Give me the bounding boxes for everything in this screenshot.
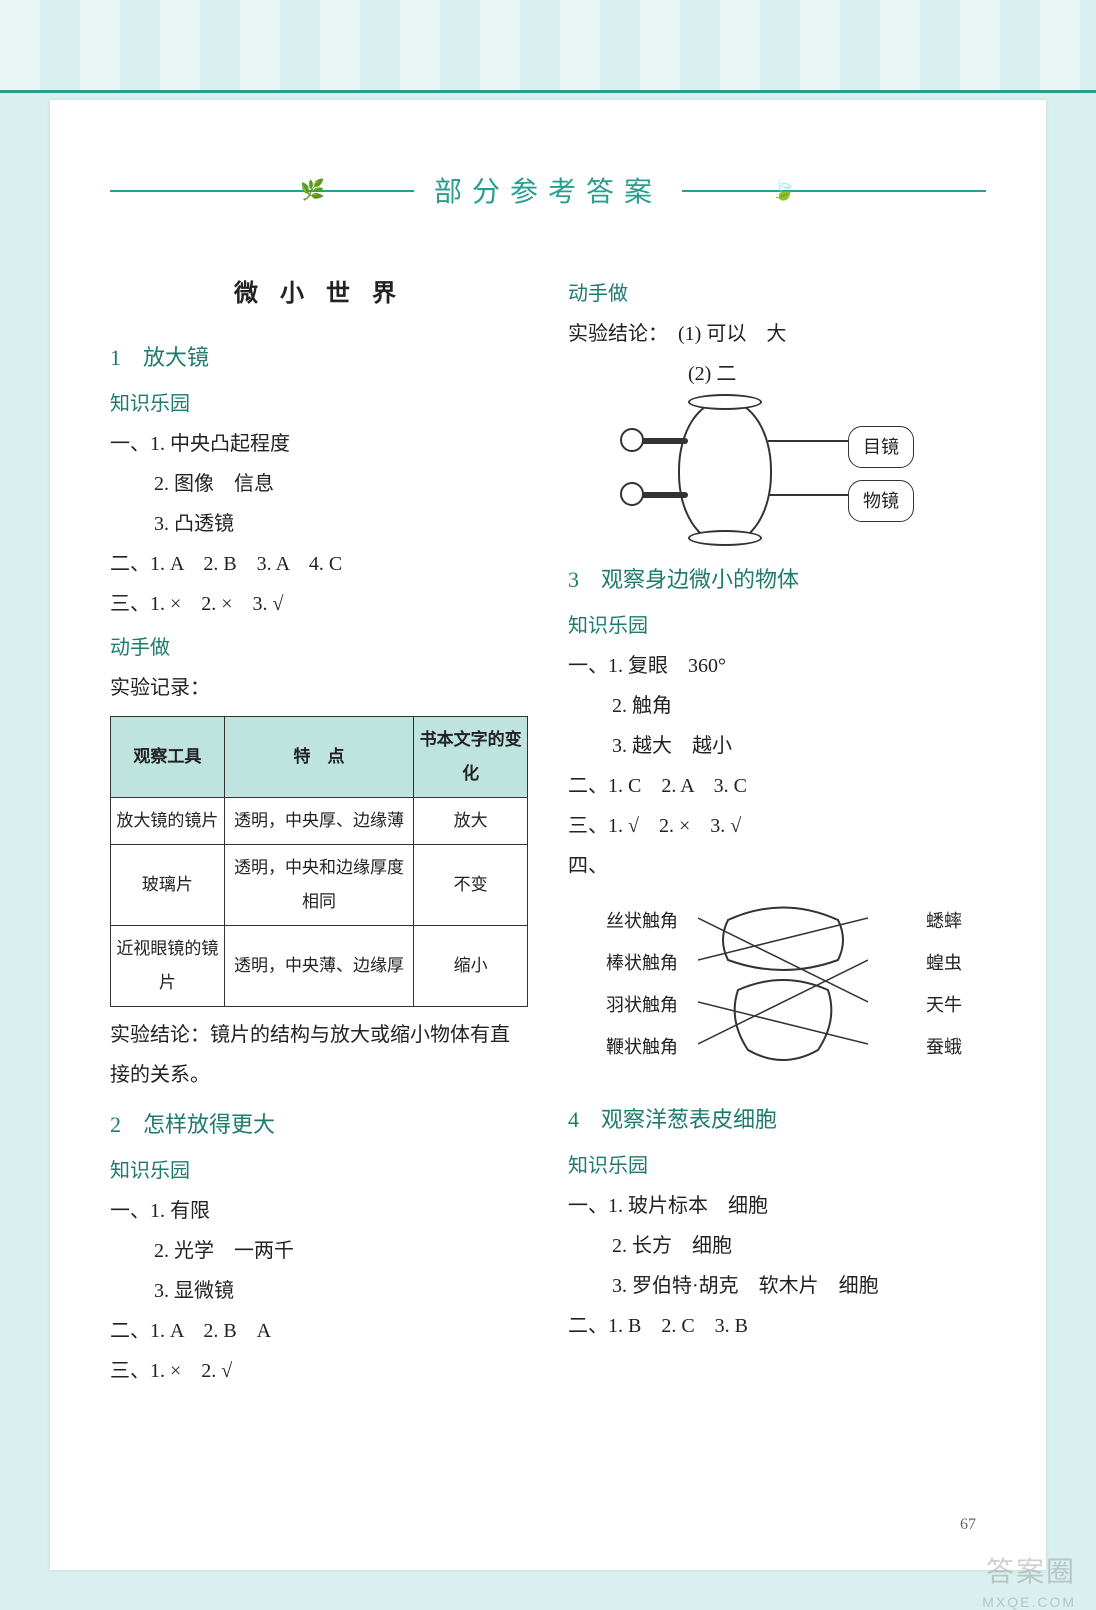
- section-4-sub: 知识乐园: [568, 1146, 986, 1186]
- leaf-decoration-right: 🍃: [771, 178, 796, 203]
- eyepiece-label: 目镜: [848, 426, 914, 468]
- page-content: 🌿 部分参考答案 🍃 微 小 世 界 1 放大镜 知识乐园 一、1. 中央凸起程…: [50, 100, 1046, 1570]
- section-3-sub: 知识乐园: [568, 606, 986, 646]
- page-number: 67: [960, 1516, 976, 1534]
- text-line: 2. 触角: [612, 686, 986, 726]
- banner-title: 部分参考答案: [414, 170, 682, 210]
- text-line: 3. 凸透镜: [154, 504, 528, 544]
- section-1-heading: 1 放大镜: [110, 336, 528, 380]
- table-row: 近视眼镜的镜片 透明，中央薄、边缘厚 缩小: [111, 926, 528, 1007]
- text-line: 二、1. C 2. A 3. C: [568, 766, 986, 806]
- leaf-decoration-left: 🌿: [300, 178, 325, 203]
- right-term: 天牛: [926, 984, 986, 1026]
- section-1-sub: 知识乐园: [110, 384, 528, 424]
- decorative-border: [0, 0, 1096, 93]
- text-line: 二、1. A 2. B A: [110, 1311, 528, 1351]
- microscope-diagram: 目镜 物镜: [608, 400, 986, 550]
- section-4-heading: 4 观察洋葱表皮细胞: [568, 1098, 986, 1142]
- text-line: 三、1. × 2. × 3. √: [110, 584, 528, 624]
- matching-diagram: 丝状触角 棒状触角 羽状触角 鞭状触角 蟋蟀 蝗虫 天牛 蚕蛾: [568, 890, 986, 1090]
- observation-table: 观察工具 特 点 书本文字的变化 放大镜的镜片 透明，中央厚、边缘薄 放大 玻璃…: [110, 716, 528, 1007]
- text-line: 3. 罗伯特·胡克 软木片 细胞: [612, 1266, 986, 1306]
- left-term: 羽状触角: [568, 984, 678, 1026]
- section-3-heading: 3 观察身边微小的物体: [568, 558, 986, 602]
- chapter-title: 微 小 世 界: [110, 270, 528, 318]
- section-2-sub: 知识乐园: [110, 1151, 528, 1191]
- watermark-main: 答案圈: [986, 1550, 1076, 1590]
- table-header: 书本文字的变化: [414, 717, 528, 798]
- text-line: 2. 长方 细胞: [612, 1226, 986, 1266]
- text-line: 一、1. 有限: [110, 1191, 528, 1231]
- text-line: (2) 二: [688, 354, 986, 394]
- text-line: 实验记录：: [110, 668, 528, 708]
- table-header: 特 点: [224, 717, 413, 798]
- text-line: 实验结论： (1) 可以 大: [568, 314, 986, 354]
- right-column: 动手做 实验结论： (1) 可以 大 (2) 二 目镜 物镜 3 观察身边微小的…: [568, 270, 986, 1391]
- objective-label: 物镜: [848, 480, 914, 522]
- right-term: 蝗虫: [926, 942, 986, 984]
- text-line: 3. 显微镜: [154, 1271, 528, 1311]
- left-column: 微 小 世 界 1 放大镜 知识乐园 一、1. 中央凸起程度 2. 图像 信息 …: [110, 270, 528, 1391]
- text-line: 实验结论：镜片的结构与放大或缩小物体有直接的关系。: [110, 1015, 528, 1095]
- text-line: 一、1. 复眼 360°: [568, 646, 986, 686]
- connection-lines: [698, 890, 868, 1080]
- table-row: 玻璃片 透明，中央和边缘厚度相同 不变: [111, 845, 528, 926]
- text-line: 二、1. B 2. C 3. B: [568, 1306, 986, 1346]
- left-term: 鞭状触角: [568, 1026, 678, 1068]
- section-2-heading: 2 怎样放得更大: [110, 1103, 528, 1147]
- left-term: 棒状触角: [568, 942, 678, 984]
- text-line: 一、1. 玻片标本 细胞: [568, 1186, 986, 1226]
- table-header: 观察工具: [111, 717, 225, 798]
- left-term: 丝状触角: [568, 900, 678, 942]
- text-line: 3. 越大 越小: [612, 726, 986, 766]
- right-term: 蟋蟀: [926, 900, 986, 942]
- text-line: 2. 光学 一两千: [154, 1231, 528, 1271]
- table-row: 放大镜的镜片 透明，中央厚、边缘薄 放大: [111, 798, 528, 845]
- watermark-sub: MXQE.COM: [982, 1594, 1076, 1610]
- title-banner: 🌿 部分参考答案 🍃: [110, 170, 986, 210]
- right-term: 蚕蛾: [926, 1026, 986, 1068]
- hands-on-label: 动手做: [568, 274, 986, 314]
- text-line: 2. 图像 信息: [154, 464, 528, 504]
- text-line: 二、1. A 2. B 3. A 4. C: [110, 544, 528, 584]
- text-line: 一、1. 中央凸起程度: [110, 424, 528, 464]
- hands-on-label: 动手做: [110, 628, 528, 668]
- text-line: 四、: [568, 855, 608, 877]
- text-line: 三、1. × 2. √: [110, 1351, 528, 1391]
- text-line: 三、1. √ 2. × 3. √: [568, 806, 986, 846]
